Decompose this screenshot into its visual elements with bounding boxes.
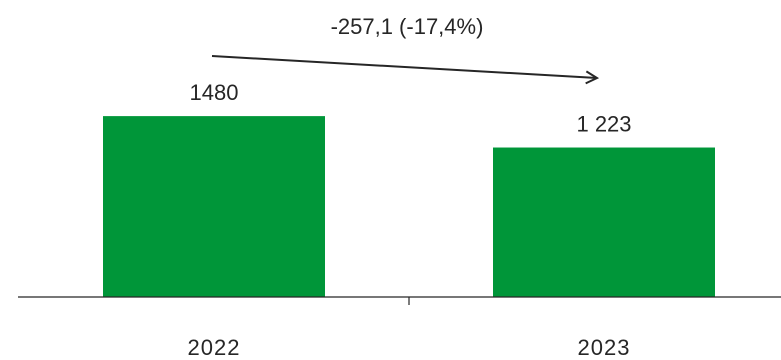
data-label-2023: 1 223 xyxy=(576,112,631,137)
change-annotation: -257,1 (-17,4%) xyxy=(331,14,484,39)
data-label-2022: 1480 xyxy=(190,80,239,105)
bar-2022 xyxy=(103,116,325,297)
x-tick-label-2022: 2022 xyxy=(188,335,241,360)
trend-arrow xyxy=(211,55,597,78)
x-tick-label-2023: 2023 xyxy=(578,335,631,360)
bar-2023 xyxy=(493,147,715,297)
